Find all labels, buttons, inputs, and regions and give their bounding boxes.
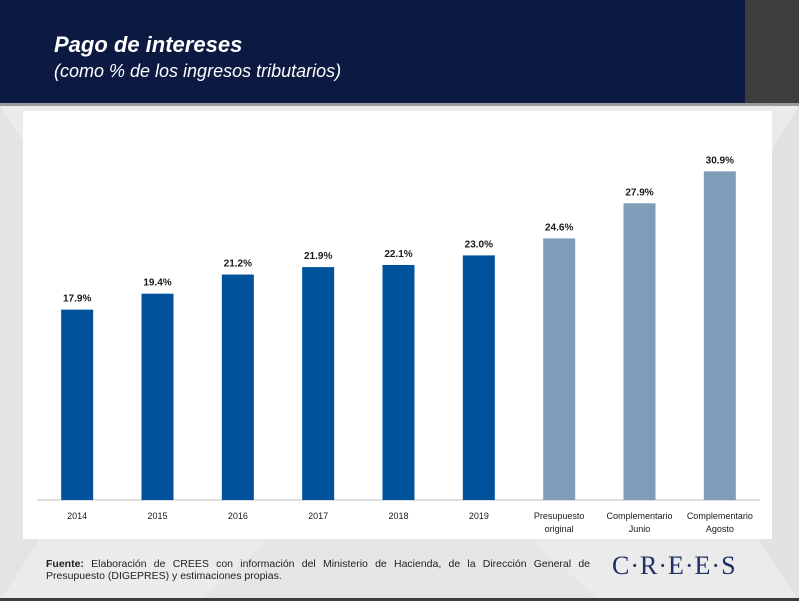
data-label: 23.0% xyxy=(465,239,493,250)
data-label: 24.6% xyxy=(545,222,573,233)
x-tick-label-line: 2016 xyxy=(228,511,248,521)
source-label: Fuente: xyxy=(46,558,84,570)
bar-chart: 17.9% 2014 19.4% 2015 21.2% 2016 21.9% 2017 22.1… xyxy=(37,155,760,534)
header-side-block xyxy=(745,0,799,103)
page-subtitle: (como % de los ingresos tributarios) xyxy=(54,61,342,81)
data-label: 21.2% xyxy=(224,259,252,270)
bar xyxy=(382,264,415,500)
x-tick-label-line: 2017 xyxy=(308,511,328,521)
data-label: 17.9% xyxy=(63,294,91,305)
data-label: 19.4% xyxy=(143,278,171,289)
bar xyxy=(221,274,254,500)
x-tick-label-line: Presupuesto xyxy=(534,511,585,521)
page-title: Pago de intereses xyxy=(54,32,243,57)
data-label: 30.9% xyxy=(706,155,734,166)
bar xyxy=(61,309,94,500)
bar xyxy=(623,203,656,500)
x-tick-label-line: original xyxy=(545,524,574,534)
x-tick-label: Presupuesto original xyxy=(534,511,585,534)
data-label: 21.9% xyxy=(304,251,332,262)
source-text: Elaboración de CREES con información del… xyxy=(46,558,590,582)
bar xyxy=(462,255,495,500)
x-tick-label: 2014 xyxy=(67,511,87,521)
x-tick-label: Complementario Junio xyxy=(606,511,672,534)
x-tick-label: 2016 xyxy=(228,511,248,521)
x-tick-label-line: Junio xyxy=(629,524,651,534)
x-tick-label-line: 2015 xyxy=(147,511,167,521)
x-tick-label-line: Complementario xyxy=(606,511,672,521)
header-bar xyxy=(0,0,745,103)
x-tick-label-line: 2019 xyxy=(469,511,489,521)
x-tick-label-line: 2014 xyxy=(67,511,87,521)
x-tick-label-line: 2018 xyxy=(388,511,408,521)
x-tick-label: Complementario Agosto xyxy=(687,511,753,534)
data-label: 22.1% xyxy=(384,249,412,260)
bar xyxy=(141,293,174,500)
bar xyxy=(703,171,736,500)
bar xyxy=(543,238,576,500)
crees-logo: C·R·E·E·S xyxy=(612,551,737,580)
x-tick-label-line: Complementario xyxy=(687,511,753,521)
x-tick-label: 2019 xyxy=(469,511,489,521)
source-note: Fuente: Elaboración de CREES con informa… xyxy=(46,558,590,582)
bar xyxy=(302,267,335,500)
x-tick-label: 2015 xyxy=(147,511,167,521)
x-tick-label: 2017 xyxy=(308,511,328,521)
header-divider xyxy=(0,103,799,106)
bottom-rule xyxy=(0,598,799,601)
x-tick-label: 2018 xyxy=(388,511,408,521)
chart-panel: 17.9% 2014 19.4% 2015 21.2% 2016 21.9% 2017 22.1… xyxy=(23,111,772,539)
data-label: 27.9% xyxy=(625,187,653,198)
x-tick-label-line: Agosto xyxy=(706,524,734,534)
